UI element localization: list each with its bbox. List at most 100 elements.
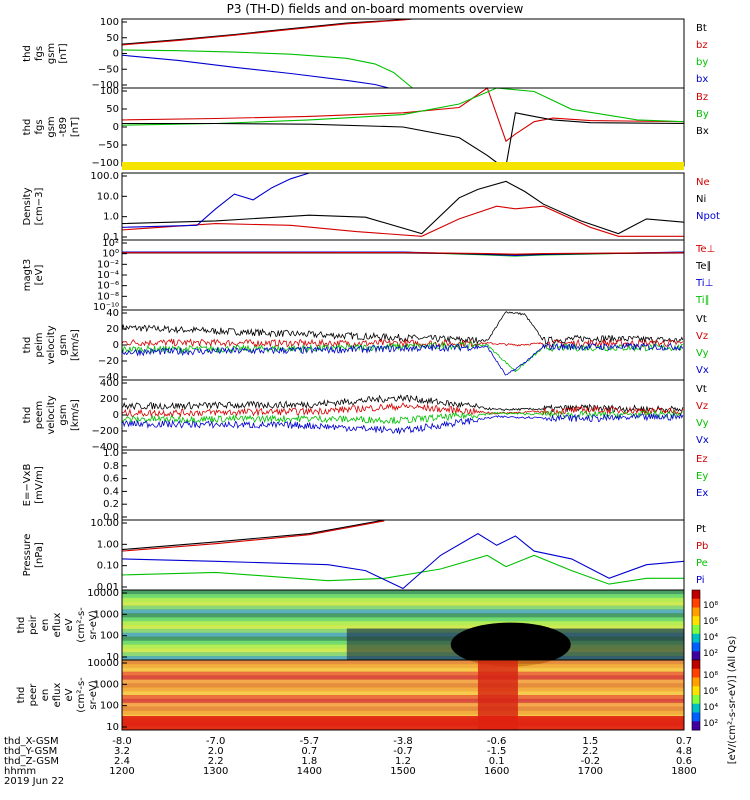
- legend-pi: Pi: [696, 575, 705, 586]
- x-tick-label: 1300: [203, 766, 228, 777]
- colorbar-segment: [692, 660, 700, 670]
- legend-pe: Pe: [696, 558, 708, 569]
- colorbar-frame: [691, 659, 701, 731]
- panel-frame: [121, 449, 685, 521]
- colorbar-tick: 10⁶: [703, 617, 718, 627]
- x-tick-label: 3.2: [114, 746, 130, 757]
- panel-frame: [121, 659, 685, 731]
- y-axis-label: en: [40, 689, 51, 702]
- colorbar-segment: [692, 651, 700, 661]
- no-data-blob: [450, 622, 571, 667]
- y-tick-label: 10²: [102, 238, 119, 249]
- heatmap-band: [122, 706, 684, 712]
- y-tick-label: 100.0: [90, 171, 119, 182]
- low-energy-band: [122, 716, 684, 730]
- legend-vz: Vz: [696, 401, 708, 412]
- y-tick-label: 1.00: [97, 539, 119, 550]
- legend-pt: Pt: [696, 524, 706, 535]
- x-tick-label: 2.2: [208, 756, 224, 767]
- y-axis-label: peem: [34, 401, 45, 429]
- series-line-npot: [121, 172, 310, 228]
- y-axis-label: [km/s]: [70, 399, 81, 431]
- heatmap-band: [122, 597, 684, 603]
- y-axis-label: gsm: [58, 404, 69, 425]
- y-axis-label: (cm²-s-: [76, 607, 87, 643]
- y-tick-label: 10.00: [90, 518, 119, 529]
- colorbar-segment: [692, 712, 700, 722]
- series-line-bz: [121, 18, 413, 46]
- y-axis-label: velocity: [46, 325, 57, 364]
- series-line-vy: [121, 341, 684, 373]
- colorbar-segment: [692, 633, 700, 643]
- x-tick-label: 2.4: [114, 756, 130, 767]
- heatmap-band: [122, 605, 684, 610]
- panel-frame: [121, 519, 685, 591]
- heatmap-band: [122, 679, 684, 684]
- y-axis-label: eV: [64, 618, 75, 631]
- x-tick-label: -5.7: [300, 736, 320, 747]
- x-axis-row-label: thd_X-GSM: [4, 736, 59, 747]
- y-tick-label: 100: [100, 86, 119, 97]
- series-line-bx: [121, 54, 390, 89]
- legend-ez: Ez: [696, 454, 708, 465]
- y-tick-label: 20: [106, 324, 119, 335]
- heatmap-band: [122, 593, 684, 599]
- y-tick-label: 10000: [87, 658, 119, 669]
- y-axis-label: sr-eV): [88, 680, 99, 709]
- legend-te∥: Te∥: [695, 261, 712, 272]
- heatmap-band: [122, 601, 684, 607]
- y-tick-label: 0: [113, 340, 119, 351]
- y-tick-label: 100: [100, 17, 119, 28]
- fgs-quality-bar: [122, 162, 684, 170]
- y-tick-label: 10⁻⁴: [97, 270, 119, 281]
- x-tick-label: 0.7: [676, 736, 692, 747]
- y-axis-label: sr-eV): [88, 610, 99, 639]
- y-tick-label: 50: [106, 104, 119, 115]
- series-line-ne: [121, 205, 684, 237]
- y-axis-label: fgs: [34, 46, 45, 61]
- y-axis-label: gsm: [46, 116, 57, 137]
- legend-ey: Ey: [696, 471, 708, 482]
- heatmap-band: [122, 683, 684, 688]
- y-tick-label: −100: [92, 80, 119, 91]
- y-axis-label: thd: [16, 617, 27, 634]
- series-line-pi: [121, 532, 685, 590]
- y-tick-label: 0.01: [97, 582, 119, 593]
- x-tick-label: 1500: [390, 766, 415, 777]
- legend-ni: Ni: [696, 194, 706, 205]
- x-tick-label: 4.8: [676, 746, 692, 757]
- y-axis-label: fgs: [34, 119, 45, 134]
- x-tick-label: 1.5: [582, 736, 598, 747]
- series-line-vt: [121, 311, 684, 346]
- y-tick-label: 10⁰: [102, 249, 119, 260]
- y-tick-label: 50: [106, 33, 119, 44]
- y-tick-label: 1.0: [103, 212, 119, 223]
- y-tick-label: 0.2: [103, 499, 119, 510]
- x-tick-label: 1.8: [301, 756, 317, 767]
- panel-frame: [121, 239, 685, 311]
- x-tick-label: 0.1: [489, 756, 505, 767]
- y-axis-label: E=−VxB: [22, 464, 33, 507]
- heatmap-band: [122, 695, 684, 700]
- colorbar-segment: [692, 616, 700, 626]
- y-tick-label: 0: [113, 410, 119, 421]
- y-tick-label: −200: [92, 426, 119, 437]
- heatmap-band: [122, 675, 684, 680]
- y-axis-label: [nT]: [58, 43, 69, 63]
- colorbar-tick: 10⁴: [703, 703, 718, 713]
- legend-vz: Vz: [696, 331, 708, 342]
- y-axis-label: magt3: [22, 259, 33, 292]
- legend-bt: Bt: [696, 23, 707, 34]
- y-tick-label: 10.0: [97, 191, 119, 202]
- y-axis-label: thd: [22, 45, 33, 62]
- y-axis-label: [cm−3]: [34, 188, 45, 226]
- x-tick-label: 1700: [578, 766, 603, 777]
- colorbar-tick: 10⁸: [703, 671, 718, 681]
- y-tick-label: 1.0: [103, 448, 119, 459]
- y-axis-label: -t89: [58, 117, 69, 137]
- legend-bz: Bz: [696, 92, 708, 103]
- x-tick-label: -0.2: [581, 756, 601, 767]
- colorbar-tick: 10⁴: [703, 633, 718, 643]
- series-line-pt: [121, 519, 684, 551]
- x-tick-label: 2.0: [208, 746, 224, 757]
